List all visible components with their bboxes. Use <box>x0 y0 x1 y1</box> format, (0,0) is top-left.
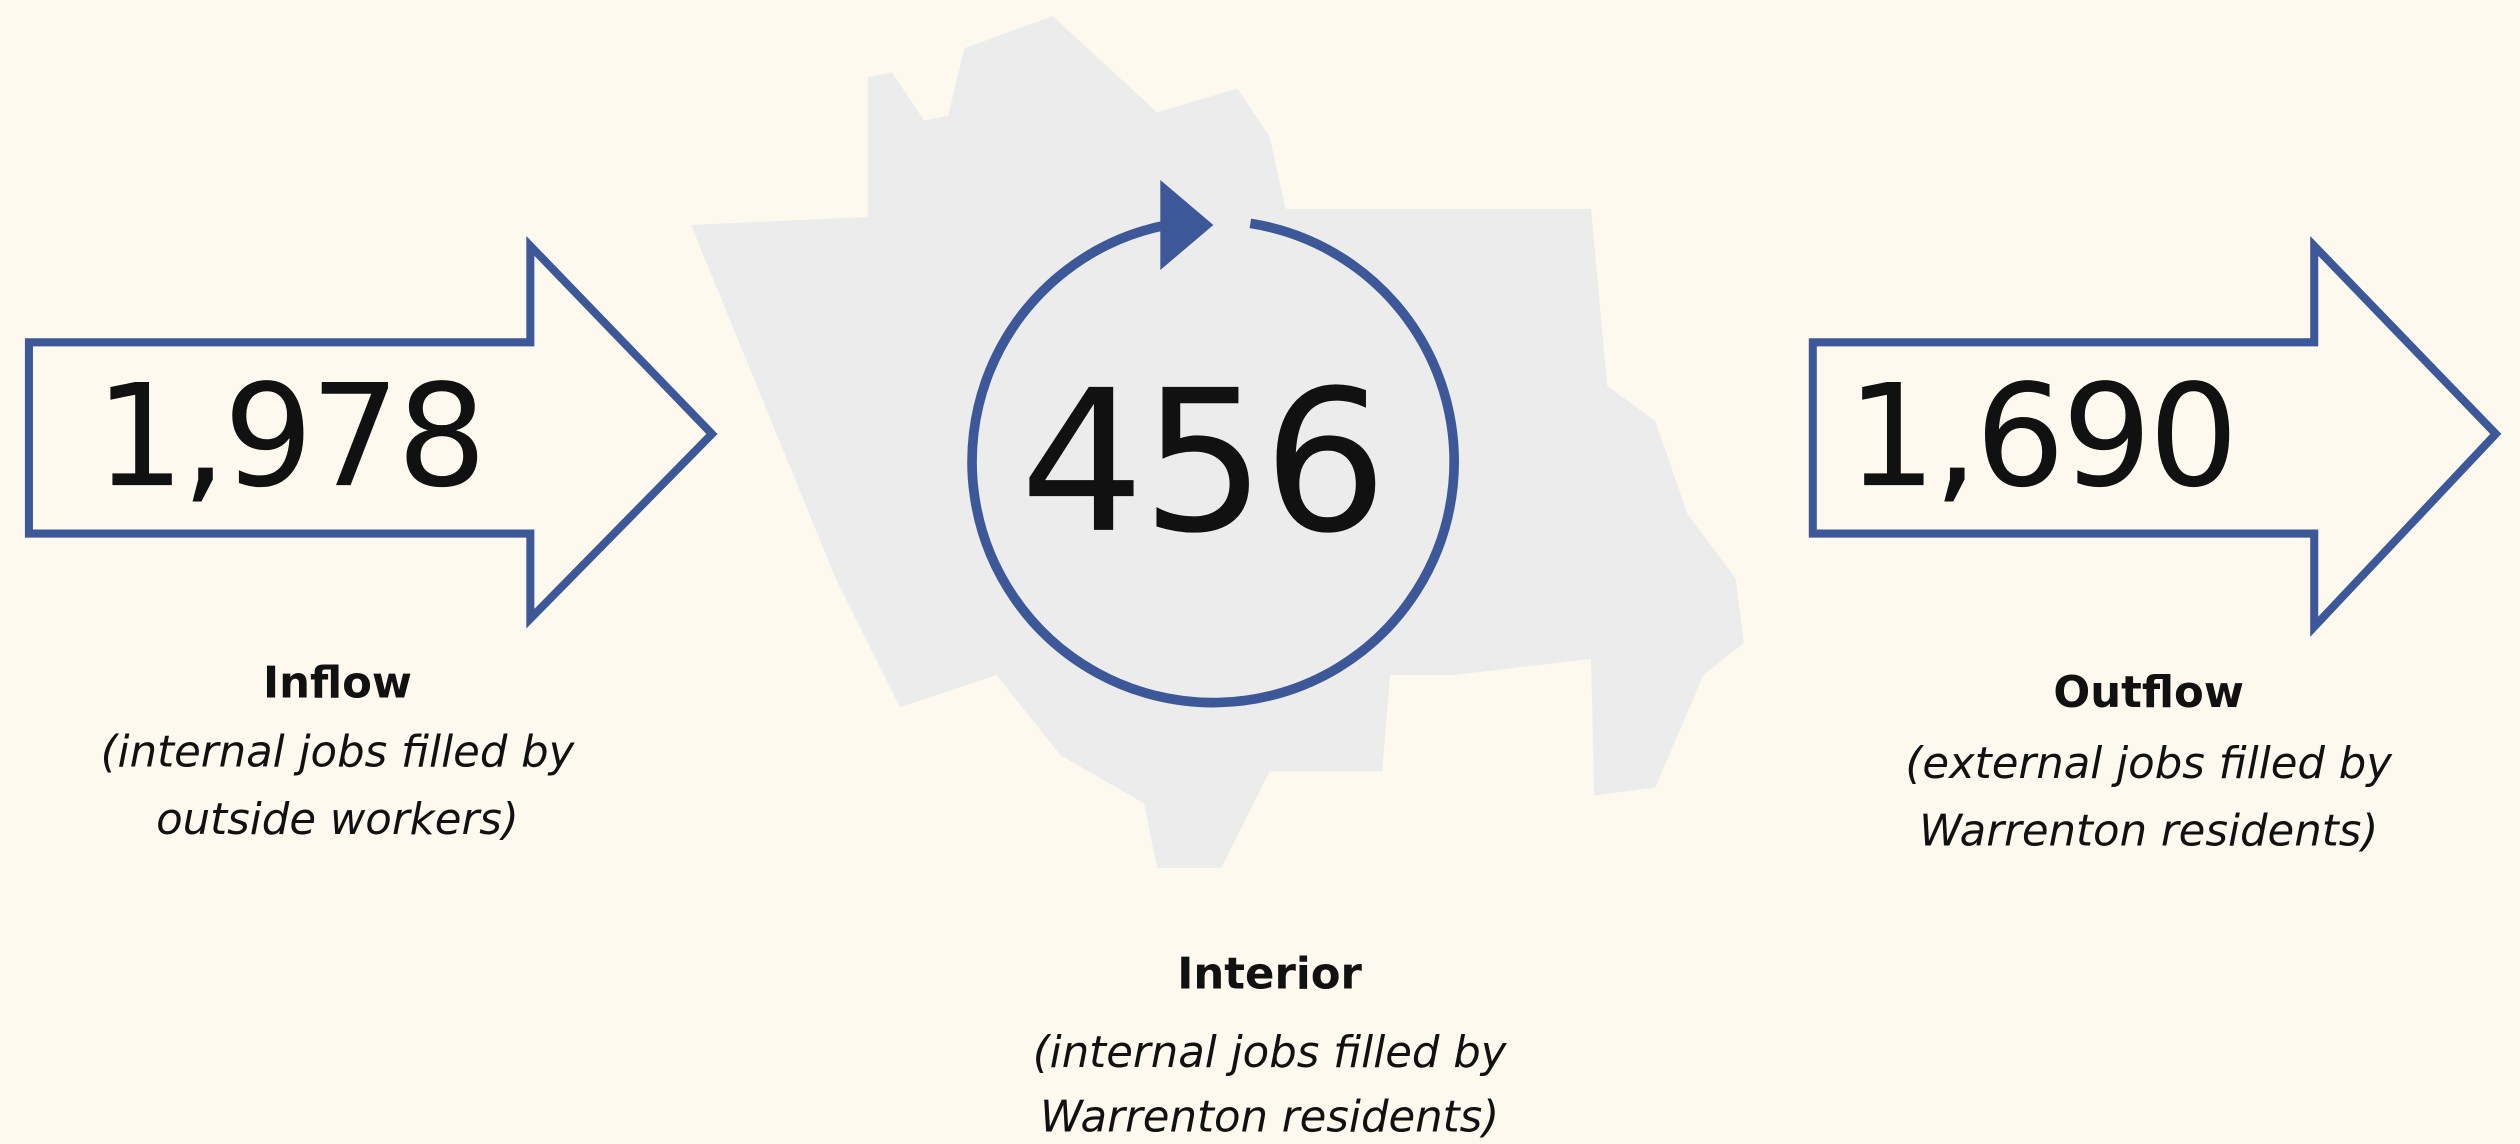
outflow-arrow <box>1808 235 2502 637</box>
interior-arrowhead <box>1160 179 1214 270</box>
interior-circle <box>967 218 1459 708</box>
interior-description: (internal jobs filled by <box>1033 1028 1508 1078</box>
town-map <box>691 16 1744 868</box>
inflow-description: (internal jobs filled by <box>101 728 576 778</box>
inflow-value: 1,978 <box>95 355 484 519</box>
interior-description: Warrenton residents) <box>1040 1092 1499 1142</box>
interior-value: 456 <box>1020 349 1385 577</box>
interior-label: Interior <box>1177 949 1362 999</box>
outflow-label: Outflow <box>2053 668 2244 718</box>
outflow-value: 1,690 <box>1847 355 2236 519</box>
inflow-arrow <box>24 235 718 629</box>
outflow-description: (external jobs filled by <box>1905 739 2393 789</box>
outflow-description: Warrenton residents) <box>1919 806 2378 856</box>
inflow-label: Inflow <box>263 658 412 708</box>
content: 1,978 456 1,690 Inflow (internal jobs fi… <box>24 16 2502 1142</box>
inflow-description: outside workers) <box>156 795 519 845</box>
